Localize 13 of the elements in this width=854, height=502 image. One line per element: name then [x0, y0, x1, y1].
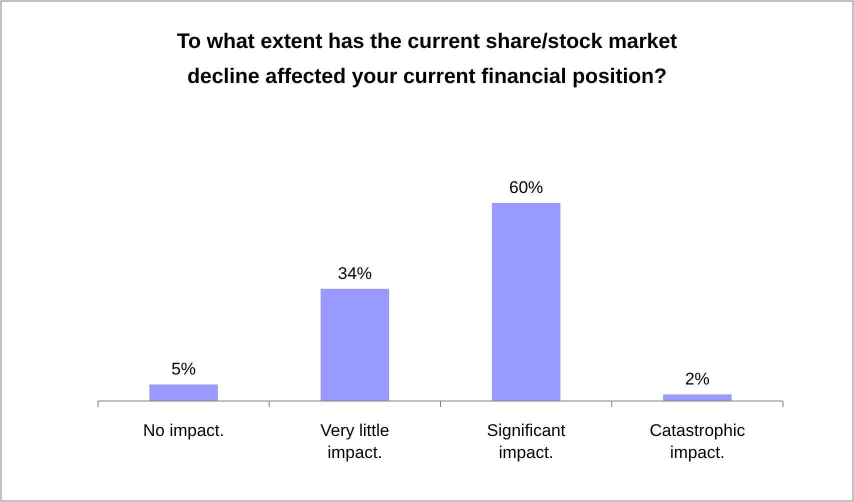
bar [320, 288, 390, 401]
bar [492, 203, 560, 401]
x-tick-label: Significant impact. [486, 421, 566, 462]
x-tick-label: Catastrophic impact. [650, 421, 746, 462]
data-label: 60% [509, 178, 544, 197]
data-label: 34% [338, 264, 372, 283]
x-tick-label: No impact. [143, 421, 224, 440]
data-label: 2% [685, 369, 710, 388]
bar [149, 384, 218, 401]
x-tick-label: Very little impact. [320, 421, 390, 462]
bar [663, 394, 732, 401]
chart-title: To what extent has the current share/stock market decline affected your current financial position? [176, 30, 678, 88]
data-label: 5% [171, 360, 196, 378]
